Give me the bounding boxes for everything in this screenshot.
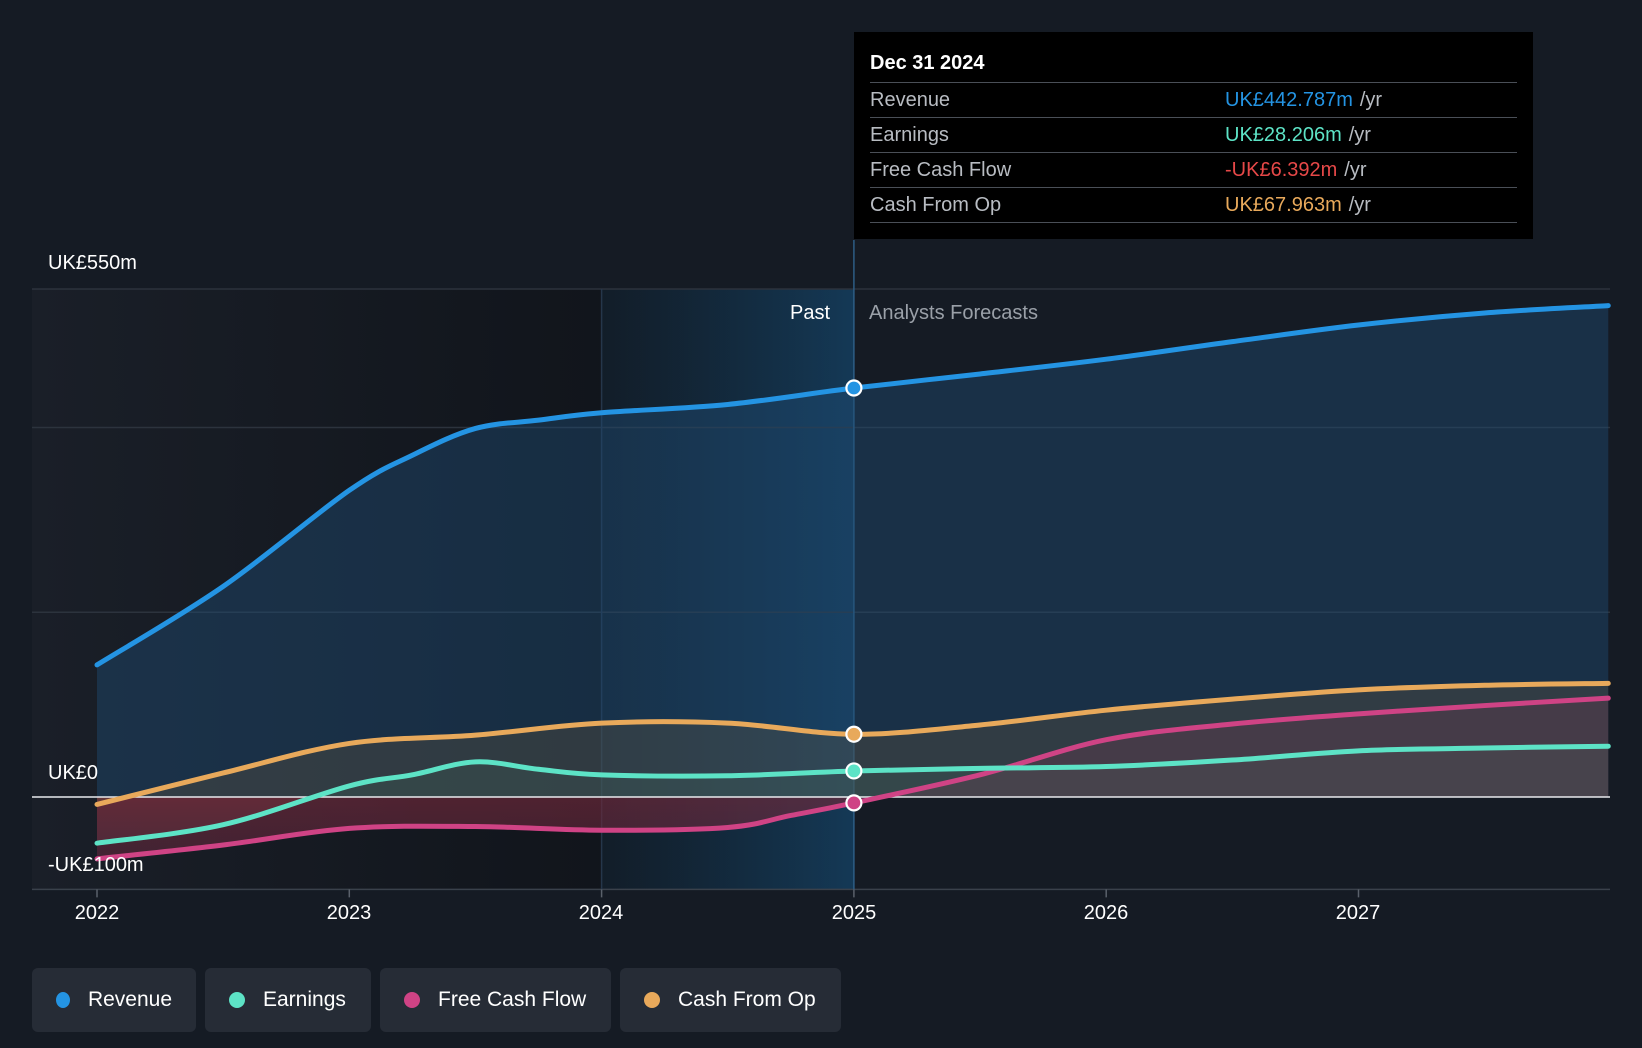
tooltip-row-earnings: Earnings UK£28.206m/yr [870,118,1517,153]
legend-label: Cash From Op [678,988,816,1011]
legend-dot-icon [404,992,420,1008]
y-axis-label-max: UK£550m [48,252,137,274]
revenue-line [94,303,1611,668]
tooltip-row-label: Free Cash Flow [870,158,1012,181]
legend-dot-icon [229,992,245,1008]
free-cash-flow-negative-area [97,797,854,859]
series-areas [32,305,1610,859]
tooltip-row-value-wrap: UK£28.206m/yr [1225,124,1371,147]
y-axis-label-zero: UK£0 [48,762,99,784]
earnings-point [845,762,863,780]
forecast-label: Analysts Forecasts [869,302,1038,324]
x-tick-2025: 2025 [831,902,877,924]
tooltip-row-value-wrap: UK£67.963m/yr [1225,194,1371,217]
x-tick-2023: 2023 [326,902,372,924]
highlight-band [601,289,854,889]
free-cash-flow-line [94,695,1611,862]
tooltip-row-unit: /yr [1348,193,1371,216]
tooltip-row-unit: /yr [1344,158,1367,181]
tooltip-row-label: Revenue [870,88,951,111]
tooltip-row-revenue: Revenue UK£442.787m/yr [870,83,1517,118]
past-label: Past [790,302,831,324]
tooltip-row-unit: /yr [1359,88,1383,111]
earnings-line [94,743,1611,846]
legend-item-revenue[interactable]: Revenue [32,968,196,1032]
x-tick-2024: 2024 [578,902,624,924]
tooltip-row-value-wrap: -UK£6.392m/yr [1225,159,1367,182]
revenue-point [845,379,863,397]
tooltip-row-unit: /yr [1348,123,1371,146]
x-tick-2027: 2027 [1335,902,1381,924]
legend-item-earnings[interactable]: Earnings [205,968,371,1032]
highlight-markers [845,379,863,812]
tooltip-row-cash-from-op: Cash From Op UK£67.963m/yr [870,188,1517,223]
free-cash-flow-point [845,794,863,812]
legend-dot-icon [56,992,70,1008]
tooltip-row-value-wrap: UK£442.787m/yr [1225,89,1382,112]
x-tick-2026: 2026 [1083,902,1129,924]
tooltip-row-free-cash-flow: Free Cash Flow -UK£6.392m/yr [870,153,1517,188]
x-tick-2022: 2022 [74,902,120,924]
tooltip-row-value: UK£67.963m [1225,193,1342,216]
tooltip-row-value: UK£28.206m [1225,123,1342,146]
tooltip: Dec 31 2024 Revenue UK£442.787m/yr Earni… [854,32,1533,239]
revenue-area [97,305,1609,797]
tooltip-row-value: UK£442.787m [1225,88,1353,111]
tooltip-row-label: Earnings [870,123,949,146]
tooltip-date: Dec 31 2024 [870,48,1517,83]
cash-from-op-area [97,683,1609,805]
gridlines [32,240,1610,898]
tooltip-row-value: -UK£6.392m [1225,158,1338,181]
y-axis-label-min: -UK£100m [48,854,144,876]
legend-item-cash-from-op[interactable]: Cash From Op [620,968,841,1032]
legend-dot-icon [644,992,660,1008]
legend-label: Earnings [263,988,346,1011]
cash-from-op-point [845,725,863,743]
legend-item-free-cash-flow[interactable]: Free Cash Flow [380,968,611,1032]
legend-label: Revenue [87,988,172,1011]
tooltip-row-label: Cash From Op [870,193,1002,216]
legend-label: Free Cash Flow [438,988,587,1011]
legend: Revenue Earnings Free Cash Flow Cash Fro… [32,968,841,1032]
